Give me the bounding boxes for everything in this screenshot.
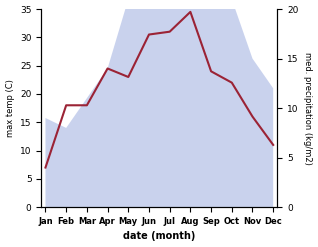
X-axis label: date (month): date (month) <box>123 231 196 242</box>
Y-axis label: max temp (C): max temp (C) <box>5 79 15 137</box>
Y-axis label: med. precipitation (kg/m2): med. precipitation (kg/m2) <box>303 52 313 165</box>
